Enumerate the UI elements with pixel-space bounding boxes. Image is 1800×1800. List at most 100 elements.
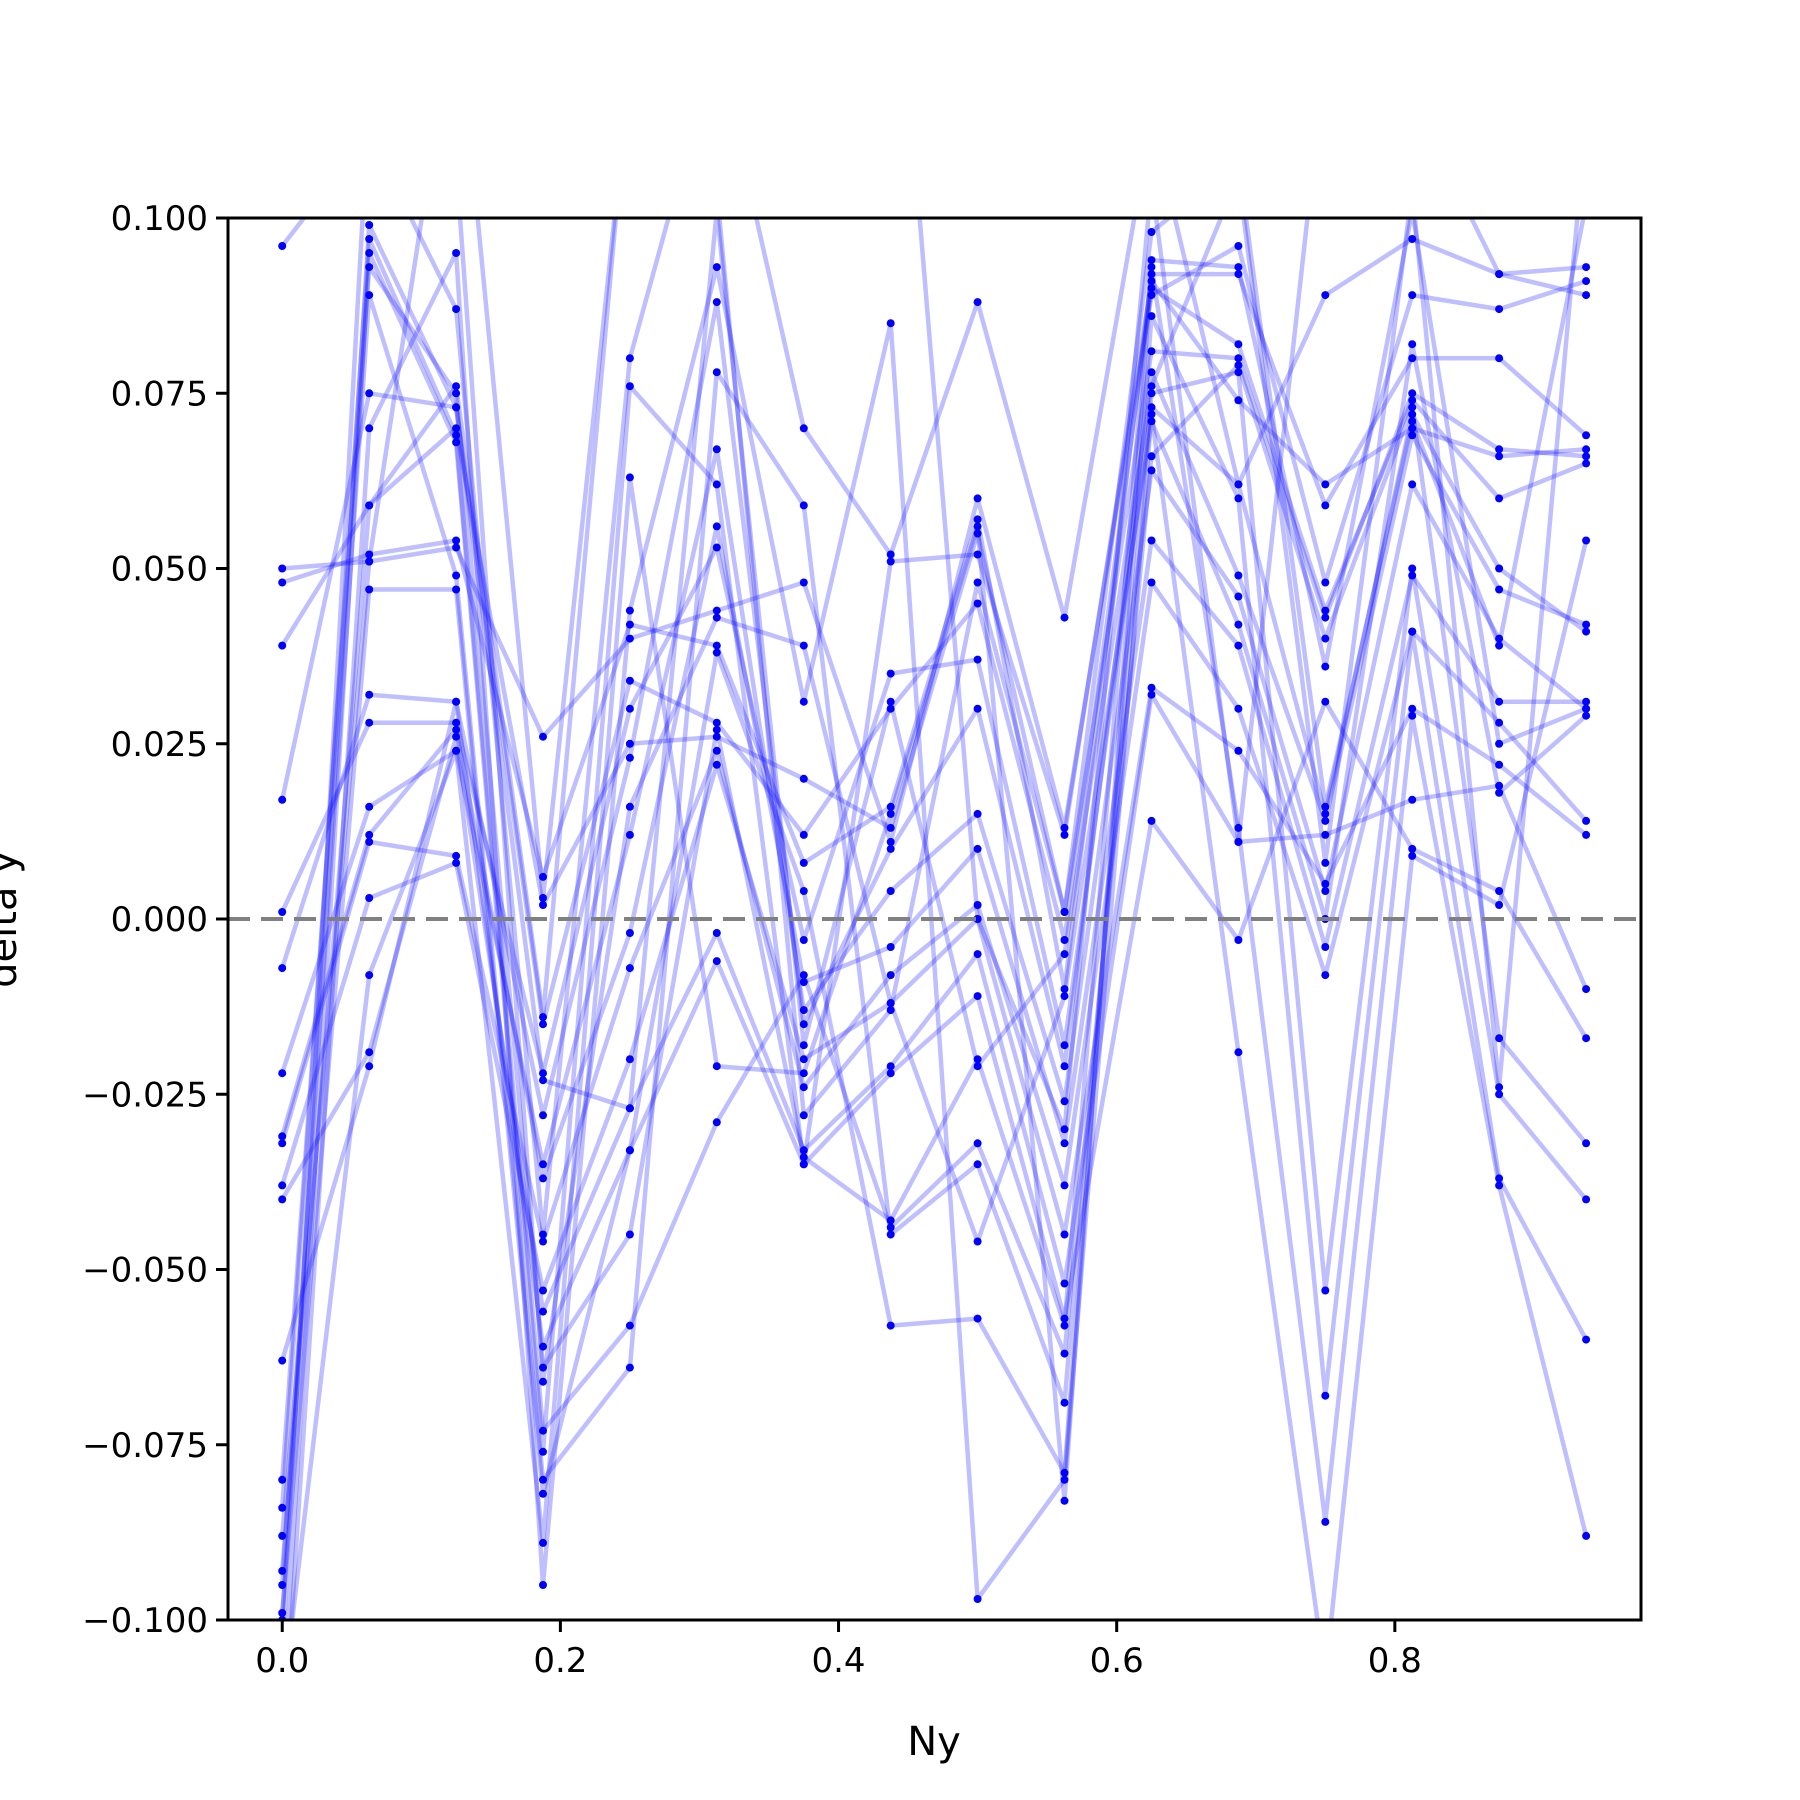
data-point [1495, 781, 1504, 790]
data-point [1234, 480, 1243, 489]
y-tick-label: −0.100 [82, 1601, 208, 1641]
data-point [1321, 858, 1330, 867]
data-point [278, 964, 287, 973]
data-point [1582, 277, 1591, 286]
x-axis-label: Ny [907, 1719, 961, 1765]
data-point [539, 1160, 547, 1169]
data-point [365, 585, 374, 594]
data-point [1495, 634, 1504, 643]
data-point [712, 929, 721, 937]
series-line-2 [282, 243, 1587, 845]
data-point [1408, 403, 1417, 412]
data-point [452, 571, 461, 580]
data-point [278, 1356, 287, 1365]
data-point [539, 732, 547, 741]
data-point [886, 887, 895, 895]
data-point [886, 1062, 895, 1071]
data-point [712, 480, 721, 489]
data-point [1495, 1083, 1504, 1092]
data-point [1582, 620, 1591, 629]
data-point [1408, 396, 1417, 405]
data-point [799, 830, 808, 839]
series-line-15 [279, 236, 1588, 1508]
data-point [365, 95, 373, 103]
x-tick-label: 0.8 [1368, 1641, 1422, 1681]
data-point [365, 291, 374, 300]
data-point [1234, 620, 1243, 629]
y-tick-label: 0.075 [111, 374, 208, 414]
data-point [278, 908, 287, 916]
data-point [1321, 1672, 1329, 1680]
data-point [1582, 459, 1591, 468]
data-point [1234, 494, 1243, 503]
data-point [1408, 417, 1417, 426]
data-point [712, 298, 721, 307]
data-point [365, 830, 374, 839]
data-point [1147, 690, 1156, 699]
data-point [1582, 711, 1591, 720]
data-point [1060, 613, 1069, 622]
data-point [626, 60, 634, 68]
data-point [799, 774, 808, 783]
data-point [452, 543, 461, 552]
data-point [800, 46, 808, 54]
data-point [1495, 760, 1504, 769]
data-point [1234, 641, 1243, 650]
data-point [886, 1069, 895, 1078]
data-point [1582, 697, 1591, 706]
data-point [1147, 291, 1156, 300]
data-point [625, 1146, 634, 1155]
data-point [278, 795, 287, 804]
data-point [1234, 368, 1243, 377]
y-axis: −0.100 −0.075 −0.050 −0.025 0.000 0.025 0.050 0… [82, 199, 228, 1641]
data-point [1321, 662, 1330, 671]
data-point [625, 802, 634, 811]
data-point [625, 382, 634, 391]
data-point [1582, 1195, 1591, 1204]
data-point [799, 578, 808, 587]
data-point [712, 746, 721, 755]
data-point [1234, 361, 1243, 370]
series-line-12 [280, 692, 1589, 1314]
data-point [973, 515, 982, 524]
data-point [1408, 389, 1417, 398]
data-point [539, 1307, 547, 1316]
data-point [452, 431, 461, 440]
data-point [1234, 242, 1243, 250]
data-point [278, 1566, 287, 1575]
data-point [1060, 1468, 1069, 1477]
data-point [799, 1020, 808, 1029]
data-point [1321, 291, 1330, 300]
data-point [886, 1223, 895, 1232]
data-point [1147, 368, 1156, 377]
data-point [712, 732, 721, 741]
data-point [1408, 235, 1417, 243]
data-point [278, 242, 287, 250]
data-point [1234, 592, 1243, 601]
data-point [539, 1076, 547, 1085]
data-point [973, 522, 982, 531]
data-point [1582, 452, 1591, 461]
y-tick-label: 0.025 [111, 725, 208, 765]
data-point [1060, 992, 1069, 1001]
data-point [1060, 936, 1069, 944]
data-point [1147, 683, 1156, 692]
data-point [1495, 641, 1504, 650]
data-point [1582, 431, 1591, 440]
data-point [1582, 816, 1591, 825]
data-point [886, 844, 895, 853]
data-point [1408, 795, 1417, 804]
data-point [1321, 971, 1330, 980]
y-tick-label: 0.050 [111, 550, 208, 590]
data-point [1147, 403, 1156, 412]
series-line-22 [279, 218, 1580, 1620]
data-point [712, 718, 721, 727]
data-point [1582, 830, 1591, 839]
data-point [1060, 908, 1069, 916]
data-point [1582, 704, 1591, 713]
data-point [1060, 1230, 1069, 1239]
data-point [973, 1062, 982, 1071]
data-point [1495, 887, 1504, 895]
data-point [365, 837, 374, 846]
data-point [1408, 844, 1417, 853]
